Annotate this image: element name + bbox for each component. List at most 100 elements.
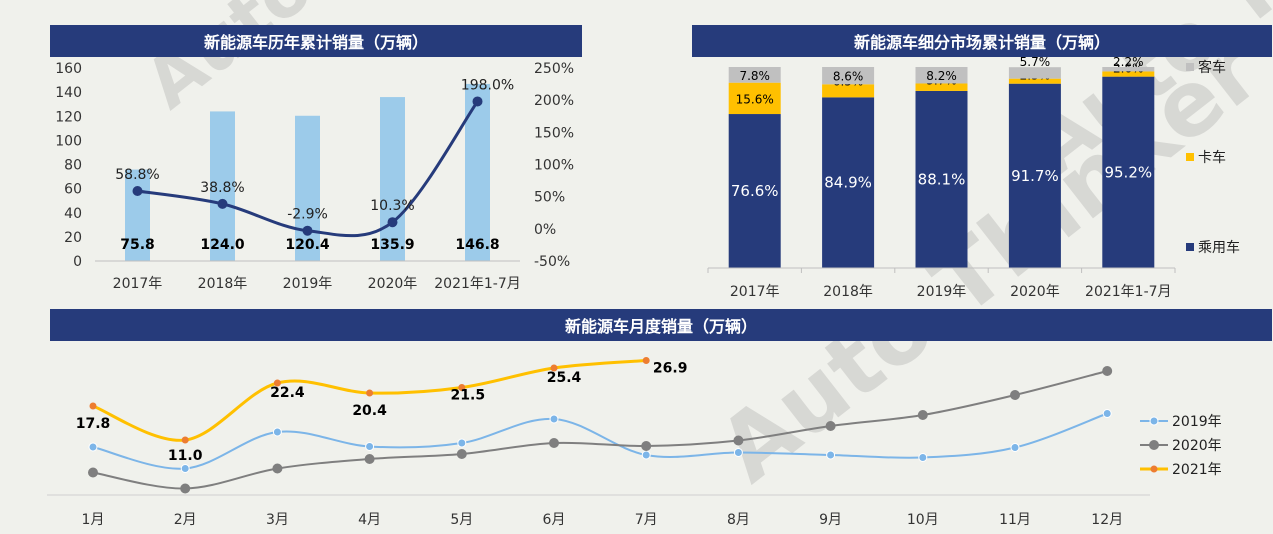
annual-sales-bar — [210, 111, 235, 261]
legend-label: 2021年 — [1172, 462, 1222, 478]
legend-swatch — [1186, 243, 1194, 251]
monthly-point-2 — [273, 379, 281, 387]
monthly-point-1 — [88, 467, 98, 478]
segment-share-label: 76.6% — [731, 182, 779, 200]
legend-label: 客车 — [1198, 59, 1226, 76]
segment-bar-1 — [822, 84, 875, 98]
segment-share-label: 84.9% — [824, 174, 872, 192]
annual-sales-bar — [295, 115, 320, 261]
monthly-point-1 — [364, 454, 375, 464]
x-month-label: 4月 — [358, 512, 381, 528]
y-tick-label: 160 — [55, 61, 82, 77]
y-tick-label: 80 — [64, 158, 82, 174]
monthly-value-label: 26.9 — [653, 361, 688, 377]
monthly-point-1 — [1102, 366, 1113, 376]
x-category-label: 2021年1-7月 — [434, 276, 521, 292]
monthly-point-0 — [1010, 443, 1020, 452]
growth-rate-label: -2.9% — [287, 207, 328, 223]
legend-swatch — [1186, 63, 1194, 71]
monthly-point-0 — [826, 450, 836, 460]
monthly-point-0 — [180, 464, 190, 473]
x-category-label: 2019年 — [917, 284, 967, 300]
monthly-point-0 — [365, 442, 375, 451]
x-month-label: 2月 — [174, 512, 197, 528]
segment-share-label: 2.2% — [1113, 55, 1144, 69]
monthly-point-1 — [641, 441, 652, 451]
monthly-value-label: 25.4 — [547, 370, 582, 386]
monthly-point-0 — [1102, 409, 1112, 418]
y-tick-label: 40 — [64, 206, 82, 222]
x-category-label: 2020年 — [1010, 284, 1060, 300]
y2-tick-label: 150% — [534, 125, 574, 141]
monthly-point-0 — [918, 453, 928, 462]
y-tick-label: 140 — [55, 85, 82, 101]
segment-bar-2 — [915, 67, 968, 84]
x-category-label: 2018年 — [823, 284, 873, 300]
segment-share-label: 88.1% — [918, 170, 966, 188]
monthly-point-1 — [180, 483, 191, 494]
x-month-label: 9月 — [819, 512, 842, 528]
legend-swatch — [1186, 153, 1194, 161]
x-month-label: 3月 — [266, 512, 289, 528]
legend-label: 2020年 — [1172, 438, 1222, 454]
monthly-point-2 — [366, 389, 374, 397]
segment-bar-2 — [1102, 67, 1155, 72]
monthly-point-1 — [549, 438, 559, 448]
legend-marker — [1149, 440, 1159, 450]
annual-sales-value-label: 75.8 — [120, 237, 155, 253]
monthly-point-0 — [733, 448, 743, 457]
segment-share-label: 15.6% — [736, 92, 774, 106]
x-month-label: 1月 — [82, 512, 105, 528]
segment-bar-0 — [915, 90, 968, 268]
segment-bar-0 — [822, 97, 875, 268]
segment-share-label: 8.2% — [926, 69, 957, 83]
legend-label: 卡车 — [1198, 149, 1226, 166]
annual-sales-value-label: 124.0 — [200, 237, 245, 253]
monthly-value-label: 17.8 — [76, 416, 111, 432]
x-month-label: 7月 — [635, 512, 658, 528]
x-month-label: 12月 — [1091, 512, 1123, 528]
monthly-point-1 — [917, 410, 928, 420]
y2-tick-label: 200% — [534, 93, 574, 109]
x-month-label: 11月 — [999, 512, 1031, 528]
segment-share-label: 8.6% — [833, 70, 864, 84]
segment-bar-2 — [728, 67, 781, 83]
annual-sales-bar — [125, 169, 150, 261]
monthly-value-label: 11.0 — [168, 448, 203, 464]
x-category-label: 2018年 — [198, 276, 248, 292]
y2-tick-label: 0% — [534, 222, 556, 238]
annual-sales-value-label: 146.8 — [455, 237, 499, 253]
monthly-point-0 — [549, 414, 559, 424]
segment-bar-1 — [1102, 71, 1155, 77]
x-category-label: 2017年 — [113, 276, 163, 292]
monthly-point-1 — [272, 463, 283, 474]
monthly-point-2 — [181, 436, 189, 444]
y2-tick-label: 50% — [534, 190, 565, 206]
growth-rate-label: 58.8% — [115, 167, 159, 183]
y2-tick-label: 100% — [534, 158, 574, 174]
y-tick-label: 20 — [64, 230, 82, 246]
segment-share-title: 新能源车细分市场累计销量（万辆） — [692, 25, 1272, 57]
y-tick-label: 120 — [55, 109, 82, 125]
monthly-point-0 — [457, 438, 467, 448]
y2-tick-label: -50% — [534, 254, 570, 270]
x-category-label: 2020年 — [368, 276, 418, 292]
growth-rate-point — [302, 225, 313, 236]
growth-rate-label: 38.8% — [200, 180, 244, 196]
monthly-point-1 — [825, 421, 836, 431]
growth-rate-label: 10.3% — [370, 198, 414, 214]
monthly-point-0 — [88, 442, 98, 452]
segment-bar-2 — [822, 67, 875, 85]
y-tick-label: 100 — [55, 133, 82, 149]
monthly-sales-title: 新能源车月度销量（万辆） — [50, 309, 1272, 341]
annual-sales-value-label: 120.4 — [285, 237, 330, 253]
segment-bar-1 — [728, 82, 781, 115]
x-category-label: 2019年 — [283, 276, 333, 292]
legend-label: 乘用车 — [1198, 239, 1240, 256]
y2-tick-label: 250% — [534, 61, 574, 77]
monthly-point-2 — [458, 384, 466, 391]
segment-share-label: 5.7% — [1020, 55, 1051, 69]
legend-marker — [1150, 465, 1158, 473]
